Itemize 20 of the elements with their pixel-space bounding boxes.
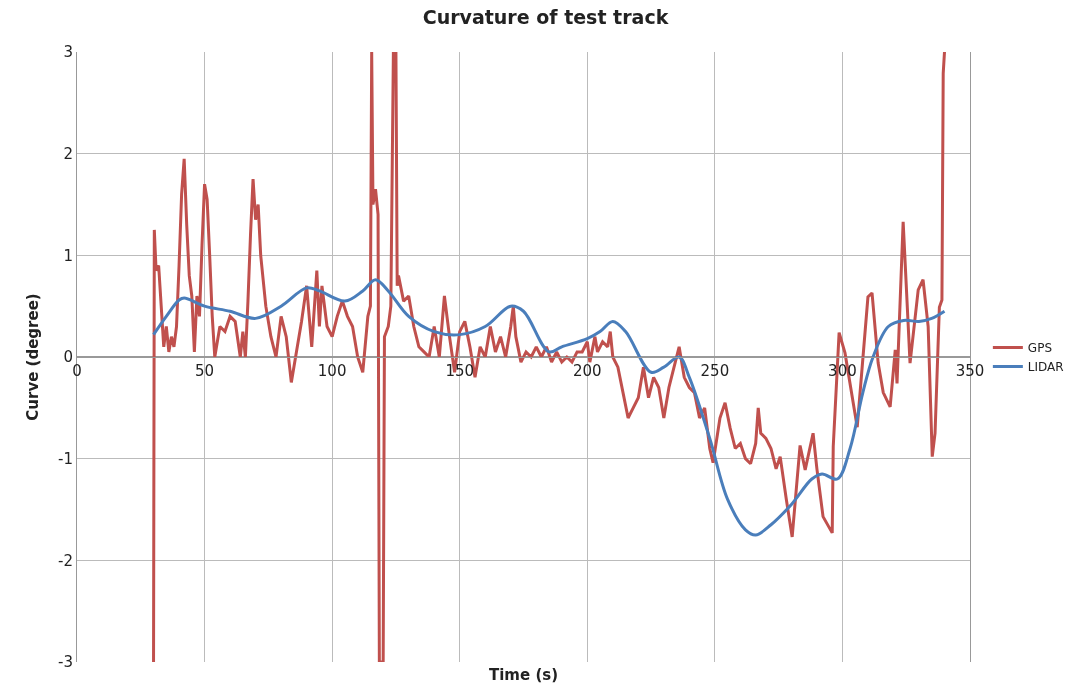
x-axis-title: Time (s): [489, 666, 559, 684]
line-series: [152, 278, 946, 537]
x-tick-label: 100: [317, 362, 347, 380]
legend-label: LIDAR: [1027, 360, 1064, 375]
y-tick-label: 2: [63, 144, 73, 163]
x-tick-label: 350: [955, 362, 985, 380]
line-series: [152, 52, 946, 662]
legend-label: GPS: [1027, 341, 1053, 356]
x-tick-label: 50: [195, 362, 215, 380]
x-tick-label: 150: [445, 362, 475, 380]
y-tick-label: 1: [63, 246, 73, 265]
chart-title: Curvature of test track: [422, 5, 669, 28]
y-tick-label: -1: [58, 449, 73, 468]
x-tick-label: 250: [700, 362, 730, 380]
y-tick-label: 0: [63, 348, 73, 367]
y-tick-label: -3: [58, 653, 73, 672]
x-tick-label: 200: [572, 362, 602, 380]
y-tick-label: 3: [63, 43, 73, 62]
y-axis-title: Curve (degree): [24, 293, 43, 421]
y-tick-label: -2: [58, 551, 73, 570]
